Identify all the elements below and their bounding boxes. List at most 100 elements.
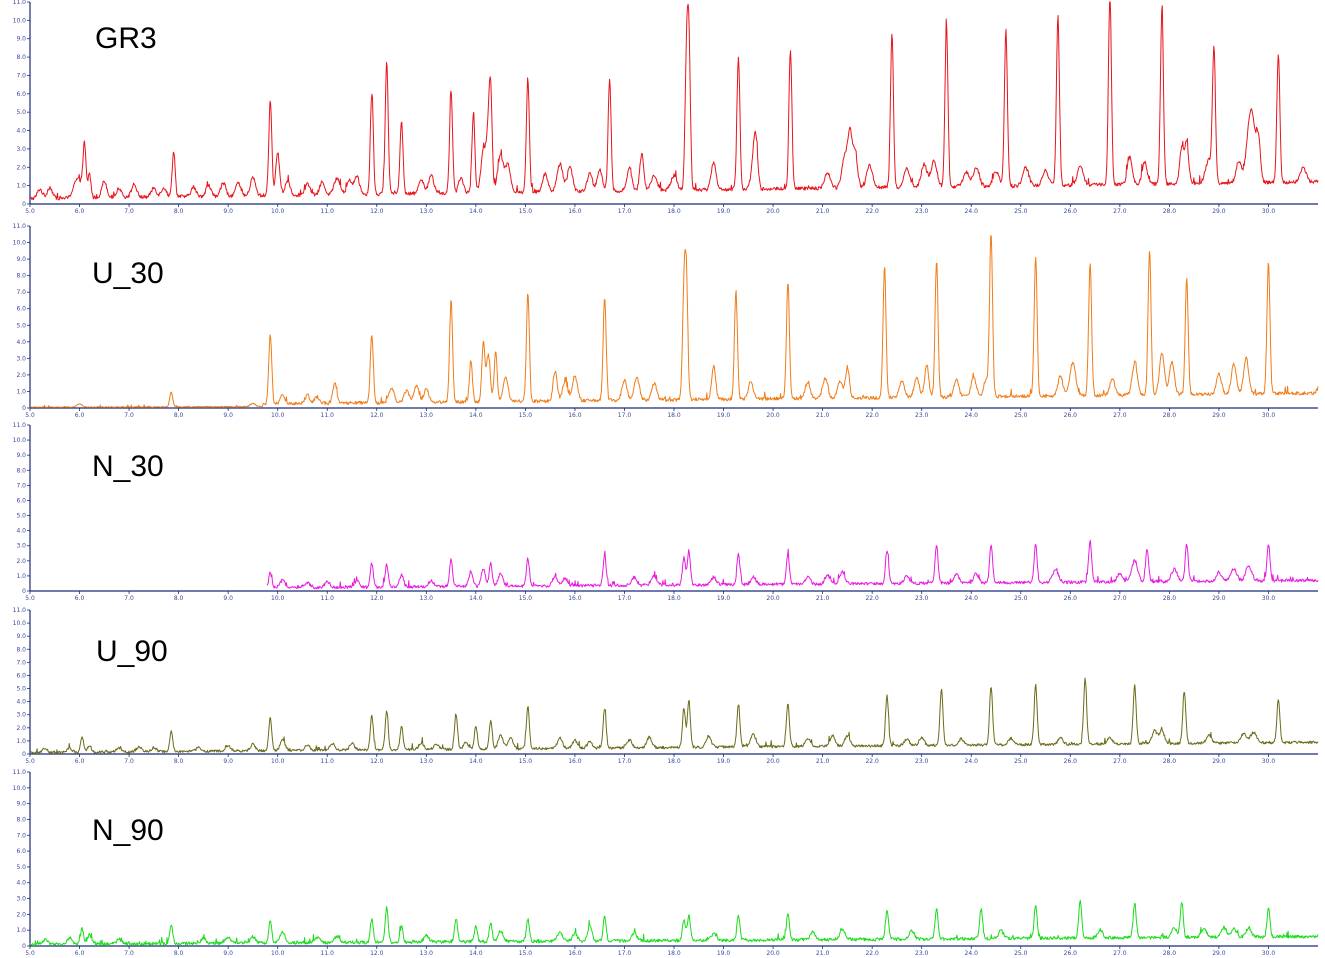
y-tick-label: 2.0 — [16, 164, 26, 171]
panel-title: N_90 — [92, 814, 164, 847]
x-tick-label: 16.0 — [568, 208, 582, 215]
x-tick-label: 20.0 — [766, 595, 780, 602]
x-tick-label: 11.0 — [321, 950, 335, 957]
x-tick-label: 21.0 — [816, 412, 830, 419]
x-tick-label: 28.0 — [1163, 950, 1177, 957]
x-tick-label: 17.0 — [618, 950, 632, 957]
x-tick-label: 30.0 — [1262, 758, 1276, 765]
x-tick-label: 29.0 — [1212, 412, 1226, 419]
y-tick-label: 6.0 — [16, 91, 26, 98]
x-tick-label: 20.0 — [766, 950, 780, 957]
y-tick-label: 1.0 — [16, 927, 26, 934]
x-tick-label: 12.0 — [370, 950, 384, 957]
x-tick-label: 28.0 — [1163, 758, 1177, 765]
x-tick-label: 17.0 — [618, 758, 632, 765]
x-tick-label: 13.0 — [420, 758, 434, 765]
y-tick-label: 8.0 — [16, 54, 26, 61]
x-tick-label: 24.0 — [965, 758, 979, 765]
x-tick-label: 11.0 — [321, 208, 335, 215]
x-tick-label: 8.0 — [174, 412, 184, 419]
y-tick-label: 5.0 — [16, 513, 26, 520]
x-tick-label: 25.0 — [1014, 950, 1028, 957]
x-tick-label: 12.0 — [370, 208, 384, 215]
x-tick-label: 6.0 — [75, 595, 85, 602]
y-tick-label: 3.0 — [16, 543, 26, 550]
y-tick-label: 8.0 — [16, 273, 26, 280]
x-tick-label: 10.0 — [271, 758, 285, 765]
x-tick-label: 14.0 — [469, 208, 483, 215]
y-tick-label: 11.0 — [13, 223, 27, 230]
x-tick-label: 26.0 — [1064, 950, 1078, 957]
x-tick-label: 9.0 — [223, 208, 233, 215]
x-tick-label: 25.0 — [1014, 595, 1028, 602]
trace-line — [29, 677, 1319, 755]
x-tick-label: 18.0 — [667, 758, 681, 765]
x-tick-label: 7.0 — [124, 758, 134, 765]
x-tick-label: 6.0 — [75, 758, 85, 765]
x-tick-label: 8.0 — [174, 758, 184, 765]
trace-line — [29, 899, 1319, 947]
y-tick-label: 10.0 — [13, 620, 27, 627]
x-tick-label: 14.0 — [469, 595, 483, 602]
panel-n-90: 0 1.0 2.0 3.0 4.0 5.0 6.0 7.0 8.0 9.0 10.0 11.0 5.0 6… — [13, 769, 1319, 957]
x-tick-label: 17.0 — [618, 595, 632, 602]
x-tick-label: 22.0 — [865, 758, 879, 765]
panel-title: U_30 — [92, 257, 164, 290]
x-tick-label: 24.0 — [965, 950, 979, 957]
y-tick-label: 7.0 — [16, 832, 26, 839]
y-tick-label: 7.0 — [16, 482, 26, 489]
x-tick-label: 16.0 — [568, 412, 582, 419]
y-tick-label: 4.0 — [16, 339, 26, 346]
y-tick-label: 0 — [22, 588, 26, 595]
y-tick-label: 3.0 — [16, 146, 26, 153]
y-tick-label: 9.0 — [16, 36, 26, 43]
x-tick-label: 26.0 — [1064, 595, 1078, 602]
panel-title: U_90 — [96, 635, 168, 668]
y-tick-label: 4.0 — [16, 528, 26, 535]
x-tick-label: 14.0 — [469, 950, 483, 957]
x-tick-label: 17.0 — [618, 412, 632, 419]
x-tick-label: 7.0 — [124, 412, 134, 419]
y-tick-label: 8.0 — [16, 467, 26, 474]
x-tick-label: 21.0 — [816, 758, 830, 765]
x-tick-label: 23.0 — [915, 758, 929, 765]
y-tick-label: 5.0 — [16, 864, 26, 871]
x-tick-label: 17.0 — [618, 208, 632, 215]
y-tick-label: 7.0 — [16, 659, 26, 666]
y-tick-label: 11.0 — [13, 0, 27, 6]
y-tick-label: 7.0 — [16, 72, 26, 79]
y-tick-label: 9.0 — [16, 256, 26, 263]
x-tick-label: 26.0 — [1064, 758, 1078, 765]
y-tick-label: 8.0 — [16, 816, 26, 823]
x-tick-label: 9.0 — [223, 950, 233, 957]
x-tick-label: 12.0 — [370, 412, 384, 419]
x-tick-label: 14.0 — [469, 758, 483, 765]
x-tick-label: 5.0 — [25, 758, 35, 765]
x-tick-label: 26.0 — [1064, 208, 1078, 215]
x-tick-label: 12.0 — [370, 758, 384, 765]
y-tick-label: 9.0 — [16, 452, 26, 459]
x-tick-label: 10.0 — [271, 208, 285, 215]
x-tick-label: 9.0 — [223, 758, 233, 765]
x-tick-label: 5.0 — [25, 208, 35, 215]
y-tick-label: 10.0 — [13, 437, 27, 444]
x-tick-label: 8.0 — [174, 950, 184, 957]
x-tick-label: 7.0 — [124, 595, 134, 602]
x-tick-label: 26.0 — [1064, 412, 1078, 419]
x-tick-label: 22.0 — [865, 412, 879, 419]
x-tick-label: 21.0 — [816, 595, 830, 602]
x-tick-label: 27.0 — [1113, 950, 1127, 957]
y-tick-label: 8.0 — [16, 646, 26, 653]
x-tick-label: 21.0 — [816, 950, 830, 957]
x-tick-label: 7.0 — [124, 208, 134, 215]
x-tick-label: 30.0 — [1262, 595, 1276, 602]
x-tick-label: 30.0 — [1262, 208, 1276, 215]
x-tick-label: 19.0 — [717, 412, 731, 419]
x-tick-label: 25.0 — [1014, 412, 1028, 419]
x-tick-label: 13.0 — [420, 412, 434, 419]
x-tick-label: 11.0 — [321, 758, 335, 765]
x-tick-label: 13.0 — [420, 595, 434, 602]
y-tick-label: 2.0 — [16, 911, 26, 918]
y-tick-label: 10.0 — [13, 17, 27, 24]
x-tick-label: 18.0 — [667, 595, 681, 602]
